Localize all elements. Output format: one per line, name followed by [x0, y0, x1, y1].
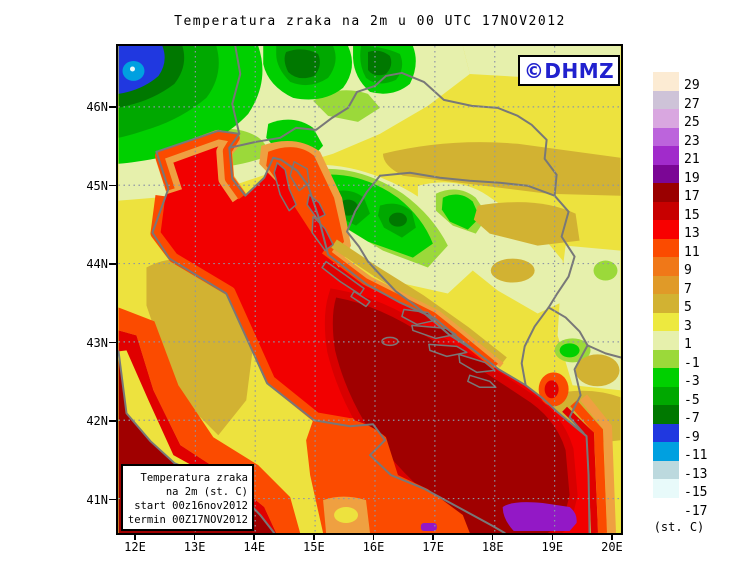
lon-label-18E: 18E [481, 540, 504, 554]
map-frame [116, 44, 623, 535]
colorbar-label-29: 29 [684, 78, 700, 94]
colorbar-swatch-29 [653, 72, 679, 91]
lon-label-14E: 14E [243, 540, 266, 554]
colorbar-swatch--5 [653, 386, 679, 405]
lon-tick-18E [491, 533, 494, 540]
lat-tick-46N [109, 106, 116, 108]
colorbar-swatch-1 [653, 331, 679, 350]
map-legend-box: Temperatura zraka na 2m (st. C) start 00… [121, 464, 254, 531]
colorbar-swatch-23 [653, 127, 679, 146]
legend-line-2: na 2m (st. C) [165, 486, 248, 498]
lat-label-43N: 43N [86, 335, 108, 350]
lat-tick-42N [109, 420, 116, 422]
colorbar-swatch--7 [653, 405, 679, 424]
colorbar-swatch-3 [653, 312, 679, 331]
lon-tick-15E [313, 533, 315, 540]
colorbar-swatch-21 [653, 146, 679, 165]
colorbar-label--11: -11 [684, 448, 708, 464]
lon-tick-19E [551, 533, 554, 540]
colorbar-swatch--3 [653, 368, 679, 387]
colorbar-label--17: -17 [684, 503, 708, 519]
lat-label-46N: 46N [86, 100, 108, 114]
colorbar-swatch-7 [653, 275, 679, 294]
colorbar-swatch-17 [653, 183, 679, 202]
colorbar-label-1: 1 [684, 337, 692, 353]
colorbar-label--5: -5 [684, 392, 700, 408]
colorbar-label-13: 13 [684, 226, 700, 242]
lon-tick-13E [193, 533, 196, 540]
colorbar-label-17: 17 [684, 189, 700, 205]
colorbar-label--9: -9 [684, 429, 700, 445]
colorbar-swatch-13 [653, 220, 679, 239]
colorbar-label-9: 9 [684, 263, 692, 279]
legend-line-1: Temperatura zraka [140, 472, 248, 484]
lon-label-17E: 17E [422, 540, 444, 554]
colorbar-swatch-9 [653, 257, 679, 276]
page-title: Temperatura zraka na 2m u 00 UTC 17NOV20… [174, 14, 566, 29]
dhmz-logo-text: ©DHMZ [523, 58, 615, 83]
lon-label-15E: 15E [303, 540, 325, 554]
lon-label-20E: 20E [601, 540, 623, 554]
lon-label-19E: 19E [541, 540, 564, 554]
lat-label-41N: 41N [86, 492, 108, 507]
lon-tick-17E [432, 533, 434, 540]
colorbar-label-7: 7 [684, 281, 692, 297]
colorbar-swatch--9 [653, 423, 679, 442]
colorbar-label-3: 3 [684, 318, 692, 334]
colorbar-label-11: 11 [684, 244, 700, 260]
lon-tick-20E [611, 533, 613, 540]
colorbar-label-15: 15 [684, 207, 700, 223]
colorbar-swatch--11 [653, 442, 679, 461]
lon-label-12E: 12E [124, 540, 146, 554]
lon-label-13E: 13E [183, 540, 206, 554]
lat-label-44N: 44N [86, 257, 108, 271]
lat-label-42N: 42N [86, 414, 108, 428]
colorbar-swatch-19 [653, 164, 679, 183]
lon-tick-12E [134, 533, 136, 540]
colorbar-label--1: -1 [684, 355, 700, 371]
colorbar-label--13: -13 [684, 466, 708, 482]
colorbar-label--15: -15 [684, 485, 708, 501]
temperature-map-svg [118, 46, 621, 533]
lat-tick-41N [109, 498, 116, 501]
colorbar-unit-label: (st. C) [653, 520, 705, 534]
colorbar-swatch--17 [653, 497, 679, 516]
colorbar-swatch-25 [653, 109, 679, 128]
colorbar-swatch--1 [653, 349, 679, 368]
colorbar-label-23: 23 [684, 133, 700, 149]
colorbar-label-25: 25 [684, 115, 700, 131]
lon-tick-16E [372, 533, 375, 540]
lat-label-45N: 45N [86, 178, 108, 193]
colorbar-swatch-5 [653, 294, 679, 313]
colorbar-swatch--13 [653, 460, 679, 479]
lat-tick-44N [109, 263, 116, 265]
colorbar-label--3: -3 [684, 374, 700, 390]
lat-tick-45N [109, 184, 116, 187]
lat-tick-43N [109, 341, 116, 344]
colorbar-swatch-15 [653, 201, 679, 220]
colorbar-swatch-27 [653, 90, 679, 109]
dhmz-logo: ©DHMZ [518, 55, 620, 86]
colorbar-label-19: 19 [684, 170, 700, 186]
colorbar-label-5: 5 [684, 300, 692, 316]
legend-line-3: start 00z16nov2012 [134, 500, 248, 512]
colorbar-label-21: 21 [684, 152, 700, 168]
colorbar-label--7: -7 [684, 411, 700, 427]
colorbar-swatch-11 [653, 238, 679, 257]
legend-line-4: termin 00Z17NOV2012 [127, 514, 248, 526]
colorbar-swatch--15 [653, 479, 679, 498]
lon-label-16E: 16E [362, 540, 385, 554]
lon-tick-14E [253, 533, 255, 540]
colorbar-label-27: 27 [684, 96, 700, 112]
